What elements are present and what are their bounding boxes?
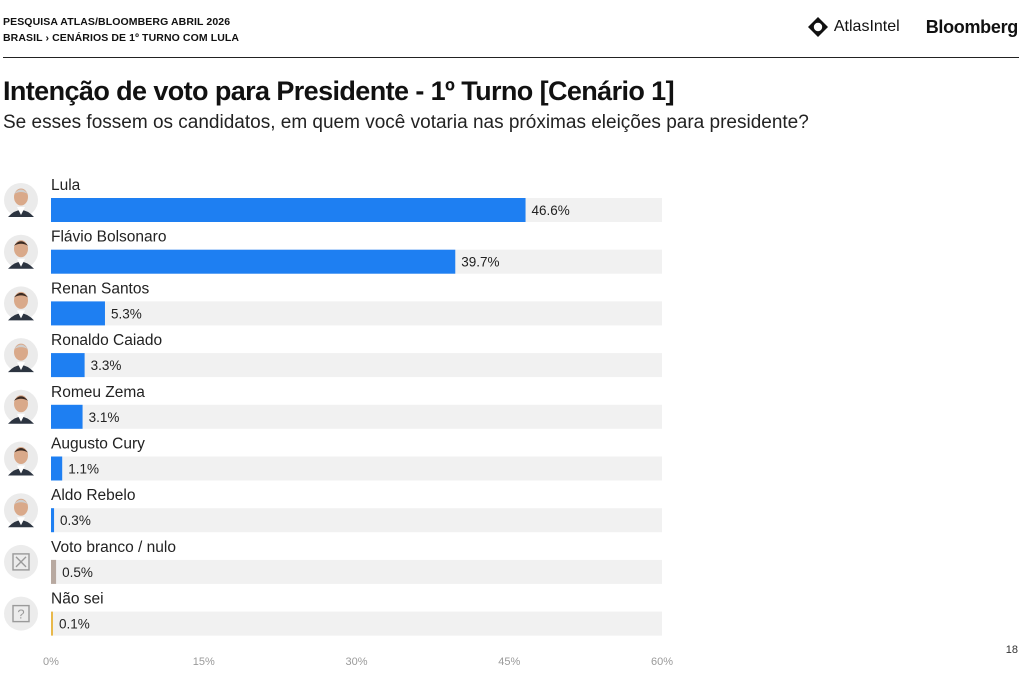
- category-label: Voto branco / nulo: [51, 539, 176, 556]
- candidate-avatar: [4, 286, 38, 321]
- candidate-avatar: [4, 493, 38, 528]
- bar: [51, 404, 83, 429]
- candidate-avatar: [4, 441, 38, 476]
- category-label: Não sei: [51, 591, 104, 608]
- bar: [51, 301, 105, 326]
- header-divider: [3, 57, 1019, 58]
- value-label: 39.7%: [461, 255, 499, 270]
- bar: [51, 611, 53, 636]
- x-tick-label: 45%: [498, 656, 520, 668]
- candidate-avatar: [4, 338, 38, 373]
- bar-track: [51, 559, 662, 584]
- candidate-avatar: [4, 234, 38, 269]
- category-label: Romeu Zema: [51, 384, 145, 401]
- bar: [51, 456, 63, 481]
- report-breadcrumb: BRASIL › CENÁRIOS DE 1º TURNO COM LULA: [3, 32, 240, 44]
- value-label: 3.1%: [89, 410, 120, 425]
- bar: [51, 353, 85, 378]
- category-label: Augusto Cury: [51, 436, 145, 453]
- bar-track: [51, 404, 662, 429]
- value-label: 1.1%: [68, 462, 99, 477]
- atlasintel-logo-text: AtlasIntel: [833, 18, 900, 35]
- value-label: 46.6%: [532, 203, 570, 218]
- x-tick-label: 15%: [193, 656, 215, 668]
- bar: [51, 249, 456, 274]
- atlasintel-logo: AtlasIntel: [807, 16, 900, 38]
- svg-text:?: ?: [17, 607, 24, 622]
- x-tick-label: 0%: [43, 656, 59, 668]
- candidate-avatar: [4, 389, 38, 424]
- chart-subtitle: Se esses fossem os candidatos, em quem v…: [3, 112, 809, 133]
- value-label: 0.3%: [60, 513, 91, 528]
- page-number: 18: [1005, 644, 1018, 656]
- value-label: 5.3%: [111, 306, 142, 321]
- category-label: Lula: [51, 177, 81, 194]
- value-label: 0.5%: [62, 565, 93, 580]
- x-tick-label: 60%: [651, 656, 673, 668]
- x-tick-label: 30%: [345, 656, 367, 668]
- atlasintel-mark-icon: [807, 17, 828, 37]
- chart-title: Intenção de voto para Presidente - 1º Tu…: [3, 76, 675, 106]
- bar: [51, 508, 55, 533]
- bar-track: [51, 508, 662, 533]
- x-box-icon: [4, 544, 38, 579]
- category-label: Ronaldo Caiado: [51, 332, 162, 349]
- category-label: Flávio Bolsonaro: [51, 229, 166, 246]
- question-box-icon: ?: [4, 596, 38, 631]
- candidate-avatar: [4, 183, 38, 217]
- value-label: 0.1%: [59, 617, 90, 632]
- category-label: Renan Santos: [51, 280, 149, 297]
- bar: [51, 198, 526, 222]
- report-source-line: PESQUISA ATLAS/BLOOMBERG ABRIL 2026: [3, 16, 231, 28]
- bar: [51, 559, 57, 584]
- bar-track: [51, 611, 662, 636]
- bar-track: [51, 456, 662, 481]
- bar-track: [51, 353, 662, 378]
- bloomberg-logo: Bloomberg: [925, 16, 1019, 37]
- logos: AtlasIntel Bloomberg: [807, 16, 1018, 38]
- report-header: PESQUISA ATLAS/BLOOMBERG ABRIL 2026 BRAS…: [3, 14, 239, 46]
- bar-track: [51, 301, 662, 326]
- category-label: Aldo Rebelo: [51, 487, 135, 504]
- value-label: 3.3%: [91, 358, 122, 373]
